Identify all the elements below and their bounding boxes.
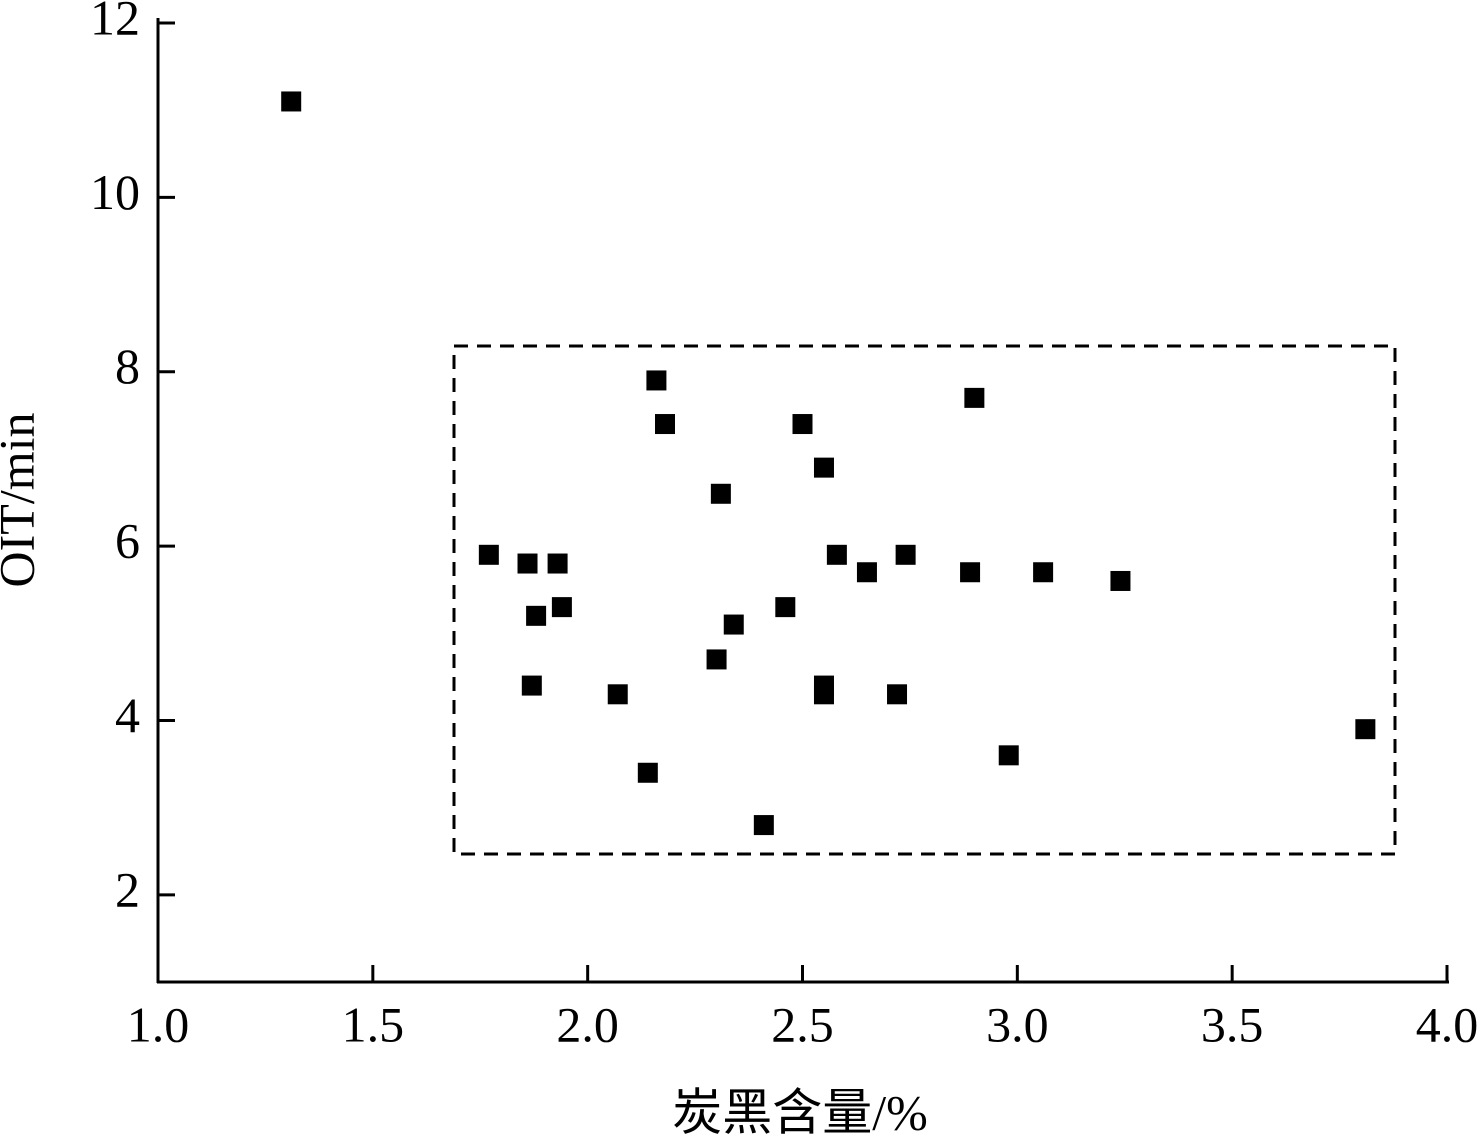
point xyxy=(1033,562,1054,583)
point xyxy=(1110,570,1131,591)
x-axis-label: 炭黑含量/% xyxy=(672,1084,928,1140)
point xyxy=(547,553,568,574)
point xyxy=(706,649,727,670)
point xyxy=(526,605,547,626)
point xyxy=(1355,719,1376,740)
x-tick-label: 1.0 xyxy=(127,996,190,1052)
y-tick-label: 2 xyxy=(115,861,140,917)
point xyxy=(517,553,538,574)
point xyxy=(775,597,796,618)
point xyxy=(960,562,981,583)
y-tick-label: 12 xyxy=(90,0,140,45)
x-tick-label: 3.5 xyxy=(1201,996,1264,1052)
point xyxy=(813,684,834,705)
point xyxy=(826,544,847,565)
y-tick-label: 6 xyxy=(115,513,140,569)
point xyxy=(895,544,916,565)
point xyxy=(655,414,676,435)
point xyxy=(521,675,542,696)
y-tick-label: 8 xyxy=(115,338,140,394)
x-tick-label: 1.5 xyxy=(342,996,405,1052)
y-tick-label: 10 xyxy=(90,164,140,220)
x-tick-label: 2.5 xyxy=(771,996,834,1052)
point xyxy=(887,684,908,705)
point xyxy=(637,762,658,783)
x-tick-label: 3.0 xyxy=(986,996,1049,1052)
point xyxy=(998,745,1019,766)
point xyxy=(281,91,302,112)
highlight-box xyxy=(452,344,1397,856)
point xyxy=(753,815,774,836)
point xyxy=(792,414,813,435)
point xyxy=(551,597,572,618)
point xyxy=(710,483,731,504)
point xyxy=(607,684,628,705)
y-tick-label: 4 xyxy=(115,687,140,743)
point xyxy=(646,370,667,391)
point xyxy=(813,457,834,478)
y-axis-label: OIT/min xyxy=(0,413,44,588)
point xyxy=(964,387,985,408)
x-tick-label: 4.0 xyxy=(1416,996,1479,1052)
point xyxy=(723,614,744,635)
point xyxy=(856,562,877,583)
x-tick-label: 2.0 xyxy=(556,996,619,1052)
point xyxy=(478,544,499,565)
